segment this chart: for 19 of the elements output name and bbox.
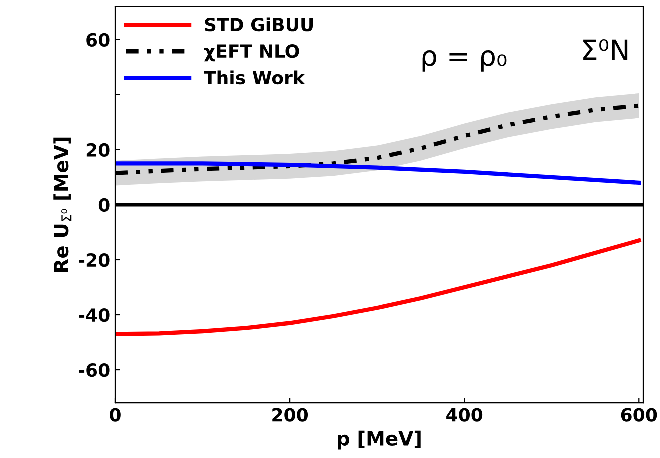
x-tick-label: 0 bbox=[110, 408, 121, 422]
y-tick-label: 20 bbox=[86, 143, 110, 158]
line-series bbox=[116, 238, 642, 336]
x-axis-title: p [MeV] bbox=[338, 430, 421, 450]
annotation: ρ = ρ₀ bbox=[422, 50, 507, 72]
legend-label: STD GiBUU bbox=[205, 18, 313, 32]
x-tick-label: 200 bbox=[272, 408, 308, 422]
y-tick-label: 0 bbox=[98, 198, 110, 212]
y-tick-label: 60 bbox=[86, 33, 110, 47]
y-tick-label: -60 bbox=[79, 363, 110, 378]
annotation: Σ⁰N bbox=[584, 39, 628, 60]
x-tick-label: 600 bbox=[621, 408, 658, 422]
legend-label: χEFT NLO bbox=[204, 44, 300, 62]
x-tick-label: 400 bbox=[446, 408, 483, 422]
y-tick-label: -20 bbox=[79, 253, 110, 268]
y-axis-title: Re U$_{Σ⁰}$ [MeV] bbox=[54, 138, 72, 272]
legend-label: This Work bbox=[204, 70, 306, 85]
line-series bbox=[116, 162, 642, 186]
y-tick-label: -40 bbox=[79, 308, 110, 322]
